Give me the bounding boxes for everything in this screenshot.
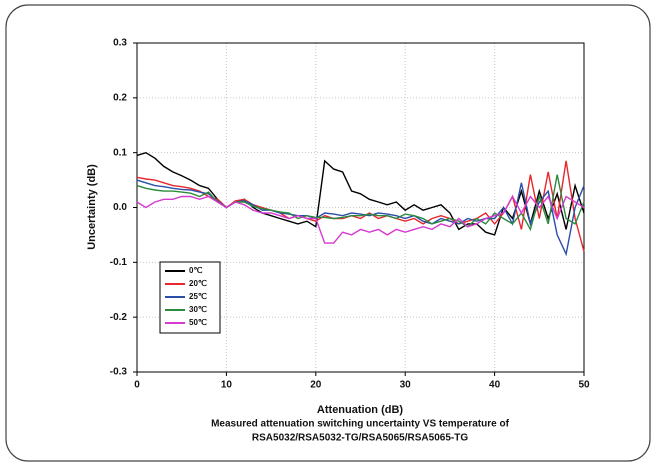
y-tick-label: 0.1 [113,147,127,158]
y-tick-label: 0.3 [113,38,127,49]
y-axis-label: Uncertainty (dB) [86,164,98,250]
legend-label: 25℃ [189,292,207,301]
caption: Measured attenuation switching uncertain… [211,419,510,430]
y-tick-label: -0.3 [110,367,128,378]
series-line [136,174,585,232]
x-axis-label: Attenuation (dB) [317,404,403,416]
frame [5,4,651,462]
series-line [136,195,585,244]
legend-label: 50℃ [189,318,207,327]
x-tick-label: 0 [134,380,140,391]
legend-label: 30℃ [189,305,207,314]
series-line [136,151,585,236]
y-tick-label: 0.2 [113,92,127,103]
legend-label: 20℃ [189,279,207,288]
x-tick-label: 10 [221,380,233,391]
y-tick-label: 0.0 [113,202,127,213]
legend-label: 0℃ [189,266,202,275]
x-tick-label: 30 [400,380,412,391]
caption: RSA5032/RSA5032-TG/RSA5065/RSA5065-TG [252,433,468,444]
x-tick-label: 50 [578,380,590,391]
x-tick-label: 20 [310,380,322,391]
y-tick-label: -0.2 [110,312,128,323]
y-tick-label: -0.1 [110,257,128,268]
x-tick-label: 40 [489,380,501,391]
